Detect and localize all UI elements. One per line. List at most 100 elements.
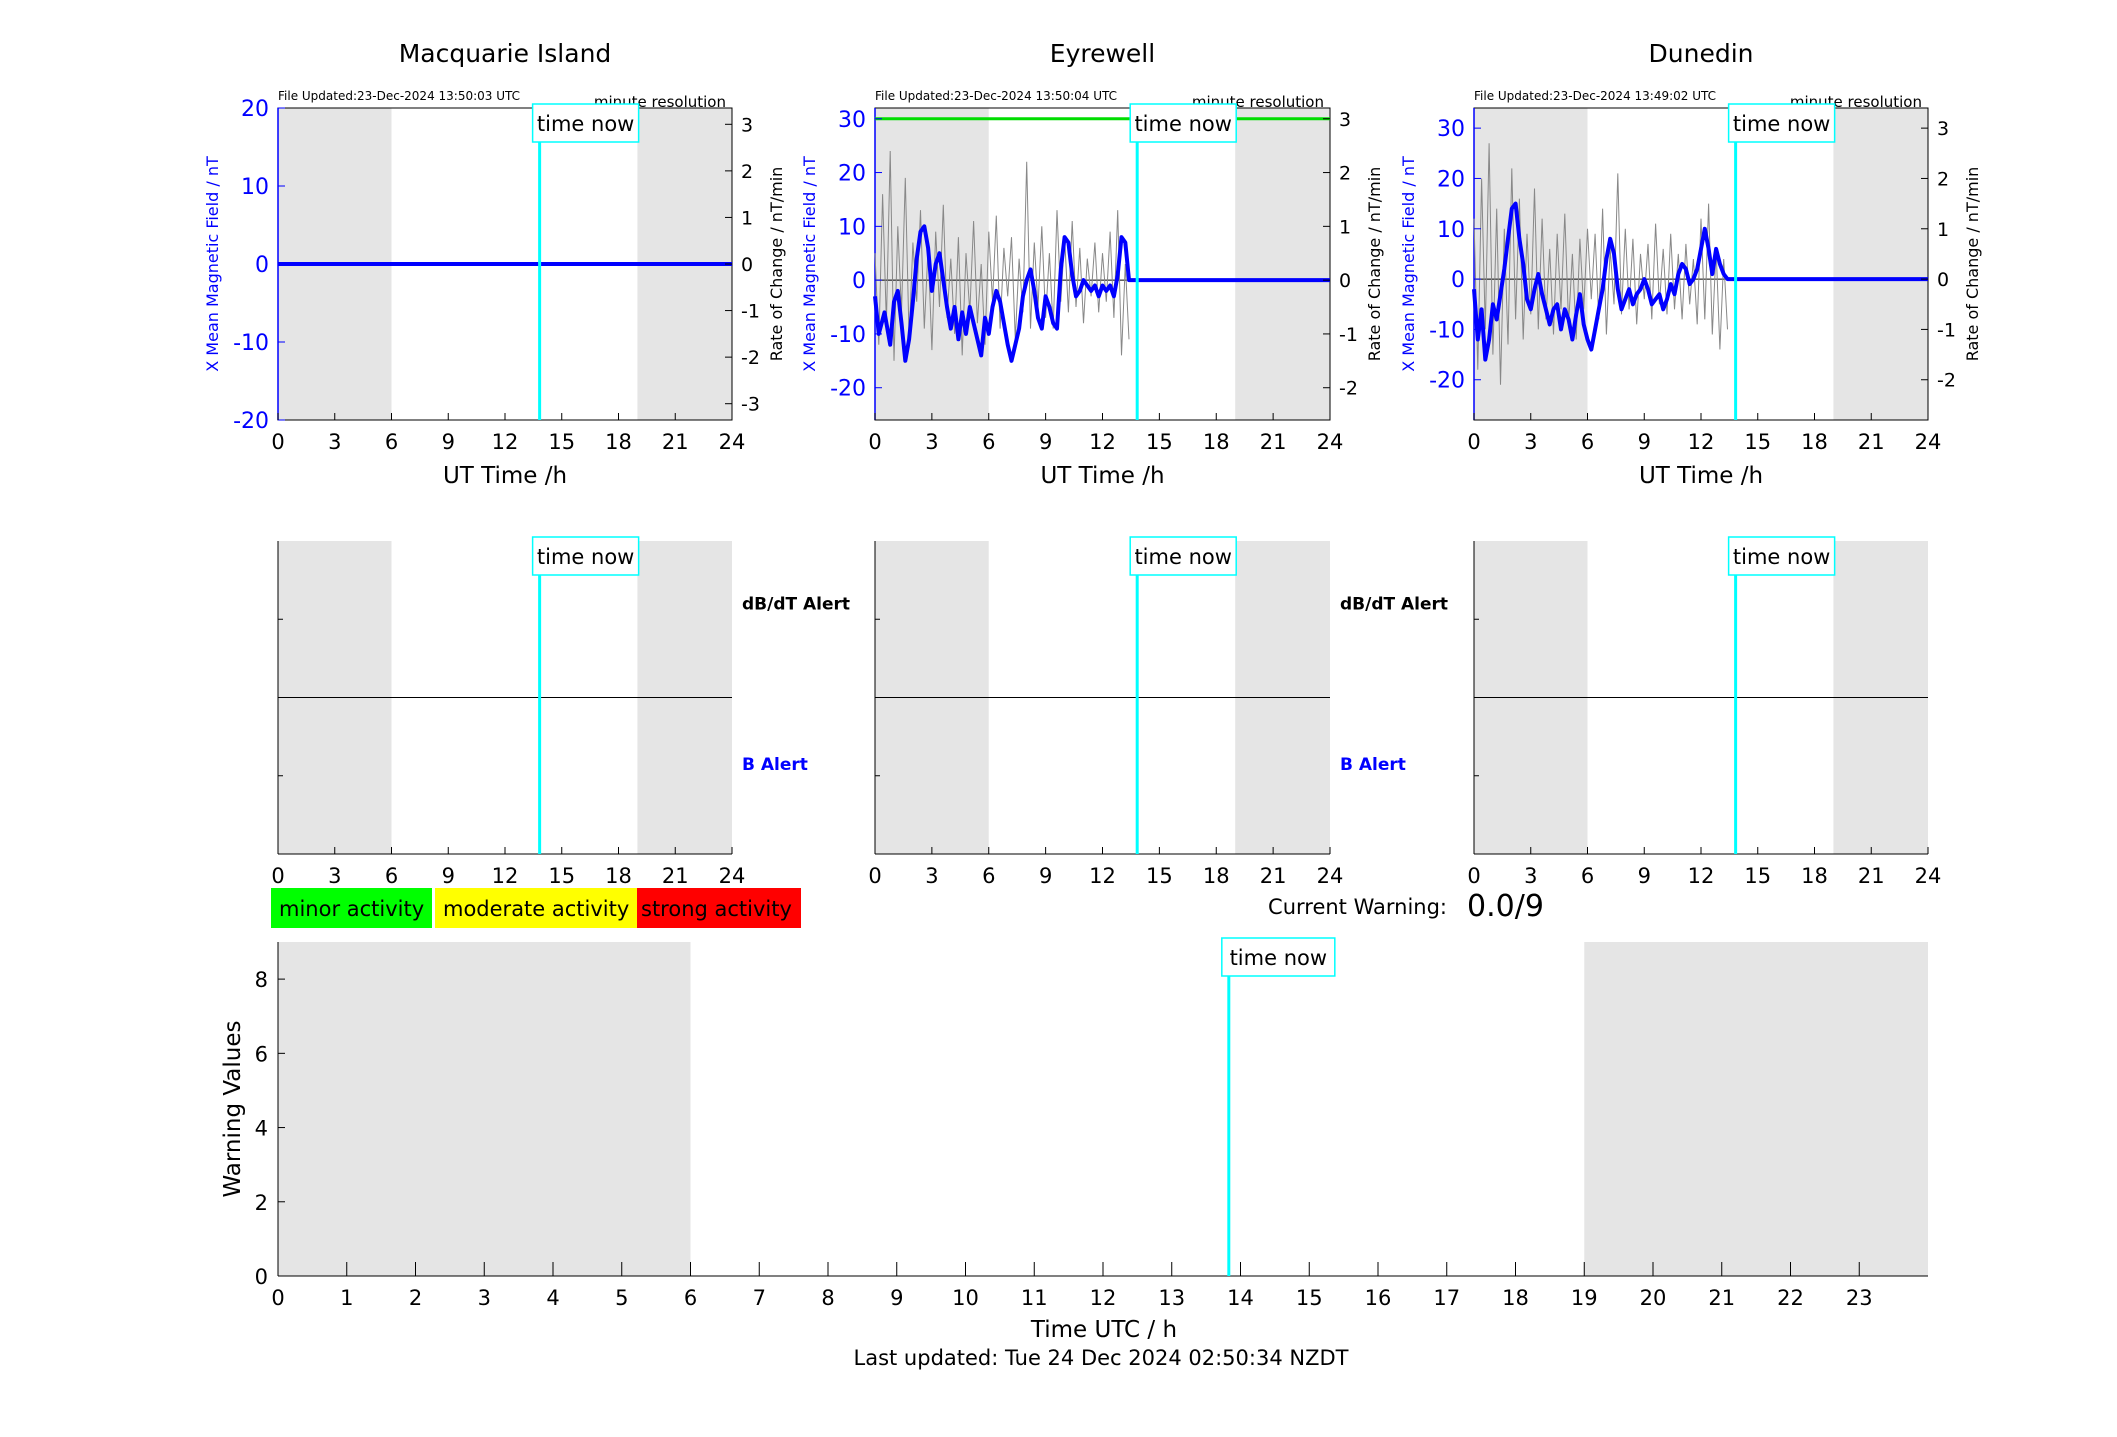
x-tick-label: 23	[1846, 1286, 1873, 1310]
y-right-tick-label: 1	[741, 207, 753, 229]
y-axis-label-left: X Mean Magnetic Field / nT	[800, 156, 819, 372]
x-tick-label: 24	[719, 430, 746, 454]
x-tick-label: 18	[1801, 430, 1828, 454]
y-axis-label-right: Rate of Change / nT/min	[1365, 167, 1384, 362]
footer-last-updated: Last updated: Tue 24 Dec 2024 02:50:34 N…	[854, 1346, 1349, 1370]
y-tick-label: 10	[241, 175, 269, 200]
shaded-region	[1235, 108, 1330, 420]
x-axis-label: Time UTC / h	[1030, 1317, 1177, 1343]
y-tick-label: 10	[838, 215, 866, 240]
y-right-tick-label: 0	[1339, 270, 1351, 292]
y-axis-label-right: Rate of Change / nT/min	[1963, 167, 1982, 362]
x-tick-label: 12	[1090, 1286, 1117, 1310]
x-tick-label: 15	[548, 864, 575, 888]
x-tick-label: 0	[271, 864, 284, 888]
x-tick-label: 10	[952, 1286, 979, 1310]
x-tick-label: 12	[492, 864, 519, 888]
x-tick-label: 20	[1640, 1286, 1667, 1310]
x-tick-label: 6	[982, 864, 995, 888]
x-tick-label: 3	[1524, 430, 1537, 454]
x-tick-label: 9	[890, 1286, 903, 1310]
y-right-tick-label: 3	[741, 114, 753, 136]
y-tick-label: 6	[255, 1042, 268, 1066]
legend-swatch-minor	[271, 888, 432, 928]
y-right-tick-label: 1	[1339, 216, 1351, 238]
x-tick-label: 21	[1858, 430, 1885, 454]
shaded-region	[278, 942, 691, 1276]
y-tick-label: 0	[1451, 268, 1465, 293]
alert-panel-1: dB/dT Alert B Alert 0 3 6 9 12 15 18 21 24 time now	[271, 536, 850, 888]
x-tick-label: 1	[340, 1286, 353, 1310]
x-tick-label: 0	[1467, 430, 1480, 454]
station-panel-eyrewell: Eyrewell File Updated:23-Dec-2024 13:50:0…	[800, 39, 1384, 489]
series-rate-of-change	[1473, 143, 1728, 385]
y-right-tick-label: -3	[741, 394, 760, 416]
x-tick-label: 0	[868, 864, 881, 888]
x-tick-label: 16	[1365, 1286, 1392, 1310]
legend-label-strong: strong activity	[641, 897, 792, 921]
x-tick-label: 6	[385, 430, 398, 454]
x-tick-label: 21	[1708, 1286, 1735, 1310]
x-tick-label: 15	[1146, 864, 1173, 888]
legend-swatch-strong	[637, 888, 801, 928]
y-right-tick-label: 2	[1937, 168, 1949, 190]
x-axis-label: UT Time /h	[1639, 463, 1763, 489]
time-now-label: time now	[1134, 112, 1231, 136]
y-tick-label: 0	[255, 1265, 268, 1289]
x-tick-label: 9	[1039, 864, 1052, 888]
time-now-label: time now	[1733, 112, 1830, 136]
x-tick-label: 24	[719, 864, 746, 888]
x-tick-label: 12	[1089, 430, 1116, 454]
shaded-region	[875, 108, 989, 420]
y-axis-label-left: X Mean Magnetic Field / nT	[203, 156, 222, 372]
x-tick-label: 21	[662, 864, 689, 888]
legend-label-moderate: moderate activity	[443, 897, 629, 921]
y-tick-label: -20	[830, 377, 866, 402]
x-tick-label: 6	[1581, 430, 1594, 454]
x-tick-label: 21	[1858, 864, 1885, 888]
y-tick-label: 8	[255, 968, 268, 992]
y-tick-label: 0	[852, 269, 866, 294]
y-right-tick-label: -2	[741, 347, 760, 369]
x-tick-label: 7	[753, 1286, 766, 1310]
legend-swatch-moderate	[435, 888, 637, 928]
x-tick-label: 18	[1203, 864, 1230, 888]
y-tick-label: 30	[1437, 117, 1465, 142]
current-warning-value: 0.0/9	[1467, 889, 1544, 924]
x-tick-label: 24	[1317, 864, 1344, 888]
x-tick-label: 24	[1317, 430, 1344, 454]
x-tick-label: 15	[1744, 430, 1771, 454]
x-tick-label: 4	[546, 1286, 559, 1310]
station-panel-dunedin: Dunedin File Updated:23-Dec-2024 13:49:02…	[1399, 39, 1982, 489]
dbdt-alert-label: dB/dT Alert	[1340, 594, 1448, 614]
x-tick-label: 14	[1227, 1286, 1254, 1310]
file-updated-label: File Updated:23-Dec-2024 13:50:03 UTC	[278, 89, 520, 103]
b-alert-label: B Alert	[742, 755, 808, 775]
time-now-box	[1129, 536, 1237, 576]
x-tick-label: 2	[409, 1286, 422, 1310]
time-now-box	[531, 536, 640, 576]
y-tick-label: -20	[233, 409, 269, 434]
x-tick-label: 8	[821, 1286, 834, 1310]
x-tick-label: 6	[982, 430, 995, 454]
file-updated-label: File Updated:23-Dec-2024 13:50:04 UTC	[875, 89, 1117, 103]
x-tick-label: 21	[1260, 864, 1287, 888]
alert-panel-2: dB/dT Alert B Alert 0 3 6 9 12 15 18 21 24 time now	[868, 536, 1448, 888]
x-tick-label: 15	[548, 430, 575, 454]
y-tick-label: 2	[255, 1191, 268, 1215]
y-right-tick-label: 3	[1937, 118, 1949, 140]
y-tick-label: 20	[1437, 167, 1465, 192]
legend-label-minor: minor activity	[279, 897, 424, 921]
x-tick-label: 5	[615, 1286, 628, 1310]
time-now-box	[531, 103, 640, 143]
x-tick-label: 18	[605, 430, 632, 454]
x-tick-label: 9	[442, 430, 455, 454]
y-tick-label: -10	[1429, 318, 1465, 343]
shaded-region	[1584, 942, 1928, 1276]
y-axis-label: Warning Values	[220, 1020, 246, 1197]
x-tick-label: 18	[1801, 864, 1828, 888]
station-panel-macquarie-island: Macquarie Island File Updated:23-Dec-2024…	[203, 39, 786, 489]
current-warning-label: Current Warning:	[1268, 895, 1447, 919]
